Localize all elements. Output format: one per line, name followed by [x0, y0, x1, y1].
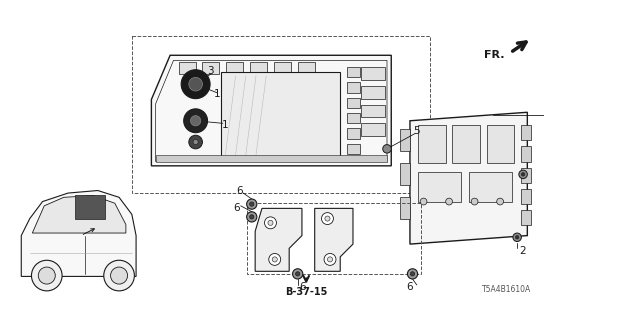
Circle shape [324, 253, 336, 265]
Text: 3: 3 [207, 67, 214, 76]
Circle shape [513, 233, 522, 242]
Circle shape [420, 198, 427, 205]
Circle shape [246, 212, 257, 222]
Circle shape [111, 267, 127, 284]
Circle shape [515, 236, 519, 239]
Bar [470, 172, 512, 202]
Circle shape [189, 77, 202, 91]
Circle shape [246, 199, 257, 209]
Text: 6: 6 [406, 282, 413, 292]
Circle shape [408, 269, 418, 279]
Bar [452, 125, 480, 163]
Bar [132, 36, 429, 193]
Polygon shape [33, 196, 126, 233]
Circle shape [269, 253, 281, 265]
Bar [274, 62, 291, 74]
Text: B-37-15: B-37-15 [285, 287, 328, 297]
Circle shape [38, 267, 55, 284]
Bar [400, 197, 410, 219]
Bar [347, 83, 360, 93]
Polygon shape [255, 208, 302, 271]
Text: 1: 1 [222, 120, 228, 130]
Circle shape [383, 145, 391, 153]
Bar [520, 210, 531, 225]
Bar [347, 98, 360, 108]
Text: 6: 6 [300, 282, 306, 292]
Polygon shape [152, 55, 391, 166]
Bar [221, 72, 340, 157]
Bar [419, 125, 445, 163]
Bar [179, 62, 196, 74]
Circle shape [104, 260, 134, 291]
Polygon shape [315, 208, 353, 271]
Circle shape [410, 272, 415, 276]
Bar [362, 105, 385, 117]
Bar [520, 125, 531, 140]
Bar [347, 128, 360, 139]
Text: 2: 2 [519, 246, 525, 256]
Circle shape [325, 216, 330, 221]
Circle shape [250, 215, 254, 219]
Bar [75, 195, 104, 219]
Circle shape [328, 257, 333, 262]
Circle shape [296, 272, 300, 276]
Bar [202, 62, 220, 74]
Text: 5: 5 [413, 126, 420, 136]
Circle shape [191, 116, 201, 126]
Circle shape [321, 212, 333, 225]
Text: 6: 6 [237, 186, 243, 196]
Circle shape [250, 202, 254, 206]
Circle shape [497, 198, 504, 205]
Bar [362, 123, 385, 136]
Bar [347, 67, 360, 77]
Circle shape [181, 70, 210, 99]
Circle shape [189, 135, 202, 149]
Circle shape [268, 220, 273, 225]
Bar [347, 144, 360, 154]
Bar [400, 129, 410, 150]
Circle shape [522, 173, 525, 176]
Circle shape [184, 109, 207, 133]
Text: FR.: FR. [484, 50, 504, 60]
Text: 6: 6 [233, 204, 240, 213]
Circle shape [264, 217, 276, 229]
Bar [400, 163, 410, 185]
Bar [520, 168, 531, 183]
Bar [246, 203, 421, 274]
Circle shape [272, 257, 277, 262]
Bar [419, 172, 461, 202]
Bar [347, 113, 360, 123]
Circle shape [292, 269, 303, 279]
Polygon shape [21, 190, 136, 276]
Text: 1: 1 [214, 89, 220, 100]
Bar [362, 86, 385, 99]
Text: T5A4B1610A: T5A4B1610A [483, 285, 532, 294]
Bar [520, 146, 531, 162]
Bar [156, 155, 387, 162]
Bar [486, 125, 514, 163]
Bar [520, 189, 531, 204]
Circle shape [445, 198, 452, 205]
Circle shape [31, 260, 62, 291]
Circle shape [471, 198, 478, 205]
Bar [250, 62, 267, 74]
Circle shape [519, 170, 527, 179]
Bar [362, 67, 385, 80]
Polygon shape [410, 112, 527, 244]
Circle shape [193, 140, 198, 145]
Bar [227, 62, 243, 74]
Bar [298, 62, 315, 74]
